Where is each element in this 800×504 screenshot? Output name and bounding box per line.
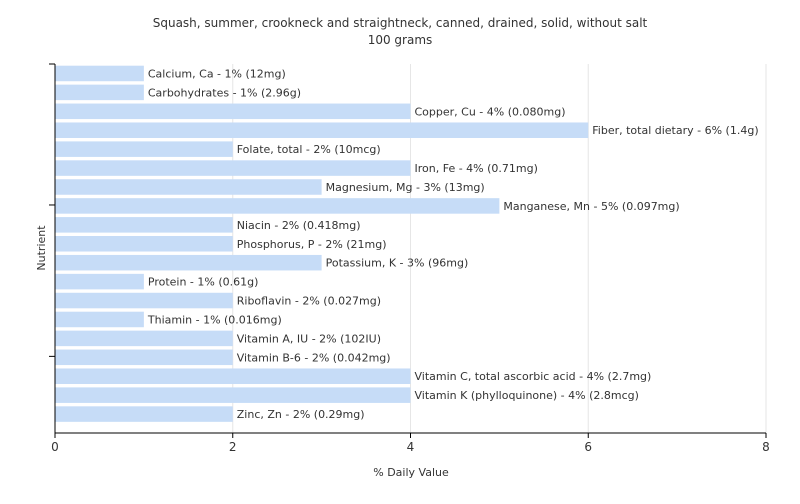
bar-label: Vitamin K (phylloquinone) - 4% (2.8mcg) [415,389,639,402]
bar [55,160,411,176]
bar [55,198,500,214]
x-tick-label: 0 [51,440,59,454]
bar [55,330,233,347]
bar-label: Calcium, Ca - 1% (12mg) [148,67,286,80]
chart-title: Squash, summer, crookneck and straightne… [153,16,648,30]
bar [55,179,322,195]
bar-label: Folate, total - 2% (10mcg) [237,143,381,156]
bar [55,122,589,138]
x-tick-label: 4 [407,440,415,454]
x-tick-label: 6 [584,440,592,454]
bar [55,141,233,157]
bar [55,217,233,233]
x-tick-label: 2 [229,440,237,454]
bar-label: Carbohydrates - 1% (2.96g) [148,86,301,99]
bar [55,84,144,101]
bar [55,406,233,422]
bar-label: Zinc, Zn - 2% (0.29mg) [237,408,365,421]
bar-label: Niacin - 2% (0.418mg) [237,219,361,232]
bar [55,387,411,403]
bar-label: Thiamin - 1% (0.016mg) [147,313,282,326]
bar-label: Protein - 1% (0.61g) [148,276,259,289]
bar-label: Vitamin B-6 - 2% (0.042mg) [237,351,391,364]
bar-label: Phosphorus, P - 2% (21mg) [237,238,387,251]
bar-label: Iron, Fe - 4% (0.71mg) [415,162,538,175]
bar-label: Copper, Cu - 4% (0.080mg) [415,105,566,118]
axes: 0 2 4 6 8 [49,63,770,454]
bar-label: Potassium, K - 3% (96mg) [326,257,469,270]
bar-label: Manganese, Mn - 5% (0.097mg) [503,200,679,213]
bars: Calcium, Ca - 1% (12mg) Carbohydrates - 1… [55,65,759,422]
bar [55,292,233,309]
bar [55,368,411,384]
bar [55,65,144,82]
bar-label: Fiber, total dietary - 6% (1.4g) [592,124,758,137]
bar-label: Magnesium, Mg - 3% (13mg) [326,181,485,194]
bar [55,254,322,271]
bar [55,273,144,290]
y-axis-label: Nutrient [35,225,48,271]
bar [55,311,144,328]
bar [55,103,411,120]
bar [55,236,233,252]
bar-label: Vitamin A, IU - 2% (102IU) [237,332,381,345]
chart-subtitle: 100 grams [368,33,433,47]
x-axis-label: % Daily Value [373,466,449,479]
bar-label: Riboflavin - 2% (0.027mg) [237,295,381,308]
x-tick-label: 8 [762,440,770,454]
bar [55,349,233,366]
bar-label: Vitamin C, total ascorbic acid - 4% (2.7… [415,370,652,383]
